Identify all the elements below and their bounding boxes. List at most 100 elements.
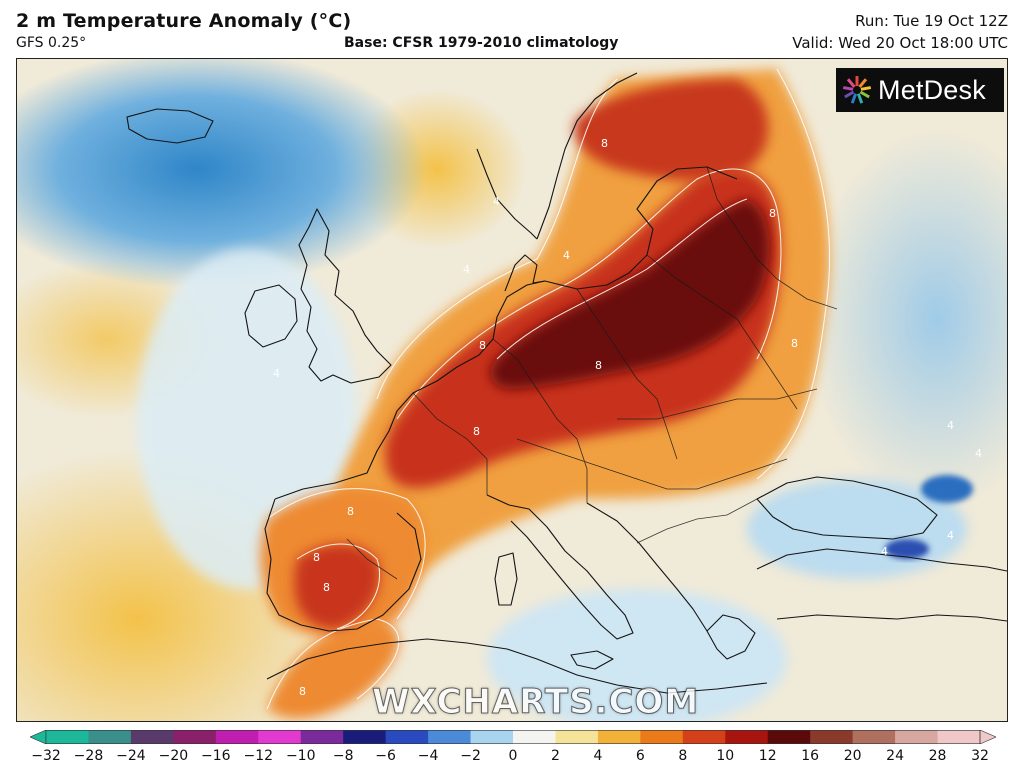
climatology-base-label: Base: CFSR 1979-2010 climatology [344, 35, 619, 51]
colorbar-segment [173, 730, 217, 744]
watermark: WXCHARTS.COM [371, 682, 700, 723]
contour-label-8: 8 [769, 207, 776, 220]
colorbar-segment [88, 730, 132, 744]
starburst-ray [858, 78, 868, 88]
cold-north-atlantic [17, 59, 427, 289]
anomaly-map: 4 8 4 8 4 8 8 8 8 4 8 8 8 8 4 4 4 4 [16, 58, 1008, 722]
coastlines [126, 72, 1007, 694]
border [492, 338, 588, 503]
coast-continent-west [274, 280, 546, 500]
colorbar-tick-label: −24 [116, 748, 146, 764]
colorbar-border [45, 730, 981, 744]
border [412, 392, 488, 495]
cold-anatolia-spot [885, 539, 929, 559]
colorbar-segments [30, 730, 996, 744]
contour-label-4: 4 [975, 447, 982, 460]
contour-line [496, 198, 748, 360]
cool-mediterranean [487, 589, 787, 721]
colorbar-tick-label: −10 [285, 748, 316, 764]
starburst-ray [846, 78, 856, 88]
colorbar-tick-labels: −32 −28 −24 −20 −16 −12 −10 −8 −6 −4 −2 0 2 4 6 8 10 12 16… [0, 748, 1024, 770]
colorbar-tick-label: 24 [886, 748, 904, 764]
colorbar-segment [343, 730, 387, 744]
contour-line [266, 488, 426, 620]
border [346, 538, 398, 580]
colorbar-segment [937, 730, 981, 744]
colorbar-tick-label: 10 [716, 748, 735, 764]
colorbar-tick-label: −4 [417, 748, 439, 764]
colorbar-segment [46, 730, 89, 744]
coast-great-britain [298, 208, 392, 384]
starburst-ray [842, 86, 854, 91]
colorbar-segment [852, 730, 896, 744]
starburst-logo-icon [842, 76, 872, 104]
border [576, 288, 678, 460]
starburst-ray [859, 90, 870, 99]
colorbar-segment [428, 730, 472, 744]
colorbar-tick-label: 6 [635, 748, 645, 764]
colorbar-tick-label: 8 [678, 748, 688, 764]
coast-balkans [586, 502, 718, 650]
contour-line [296, 543, 381, 630]
coast-north-africa [266, 638, 768, 694]
coast-ireland [244, 284, 298, 348]
contour-line [396, 168, 782, 420]
coast-denmark [504, 254, 546, 292]
contour-label-4: 4 [947, 529, 954, 542]
coast-black-sea [756, 476, 938, 540]
border [706, 166, 838, 310]
starburst-ray [856, 93, 864, 104]
colorbar-segment [300, 730, 344, 744]
coast-sicily [570, 650, 614, 670]
model-label: GFS 0.25° [16, 35, 87, 51]
colorbar-tick-label: 28 [928, 748, 947, 764]
colorbar-segment [640, 730, 684, 744]
colorbar-segment [555, 730, 599, 744]
colorbar-segment [385, 730, 429, 744]
colorbar-segment [215, 730, 259, 744]
colorbar-tick-label: 4 [593, 748, 603, 764]
cool-russia [807, 129, 1007, 509]
border [516, 438, 788, 490]
coast-iceland [126, 108, 214, 144]
coast-greece [706, 614, 756, 660]
colorbar-tick-label: 16 [801, 748, 820, 764]
contour-label-4: 4 [947, 419, 954, 432]
colorbar-segment [258, 730, 302, 744]
border [636, 498, 758, 544]
starburst-ray [850, 93, 858, 104]
contour-line [756, 68, 831, 480]
contour-label-8: 8 [347, 505, 354, 518]
colorbar-segment [810, 730, 854, 744]
contour-lines [266, 68, 831, 710]
anomaly-red-iberia [294, 544, 380, 629]
valid-time-label: Valid: Wed 20 Oct 18:00 UTC [792, 34, 1008, 52]
cold-turkey-spot [921, 475, 973, 503]
chart-title: 2 m Temperature Anomaly (°C) [16, 10, 352, 32]
contour-label-8: 8 [595, 359, 602, 372]
starburst-ray [860, 86, 872, 91]
logo-text: MetDesk [878, 74, 986, 105]
contour-label-4: 4 [881, 545, 888, 558]
colorbar-segment [470, 730, 514, 744]
contour-label-8: 8 [473, 425, 480, 438]
anomaly-darkred-core [490, 199, 770, 389]
contour-label-4: 4 [463, 263, 470, 276]
colorbar-tick-label: −6 [375, 748, 396, 764]
contour-line [376, 78, 618, 400]
contour-label-8: 8 [323, 581, 330, 594]
colorbar-arrow-right [979, 730, 996, 744]
coast-turkey-south [776, 614, 1007, 622]
colorbar-arrow-left [30, 730, 47, 744]
anomaly-red-scandinavia [574, 79, 769, 181]
metdesk-logo: MetDesk [836, 68, 1004, 112]
contour-label-8: 8 [313, 551, 320, 564]
coast-scandinavia [536, 72, 638, 240]
contour-label-4: 4 [563, 249, 570, 262]
coast-baltic [544, 166, 738, 290]
border [646, 254, 798, 410]
colorbar-tick-label: −20 [158, 748, 189, 764]
colorbar-tick-label: 32 [971, 748, 989, 764]
colorbar-segment [513, 730, 556, 744]
